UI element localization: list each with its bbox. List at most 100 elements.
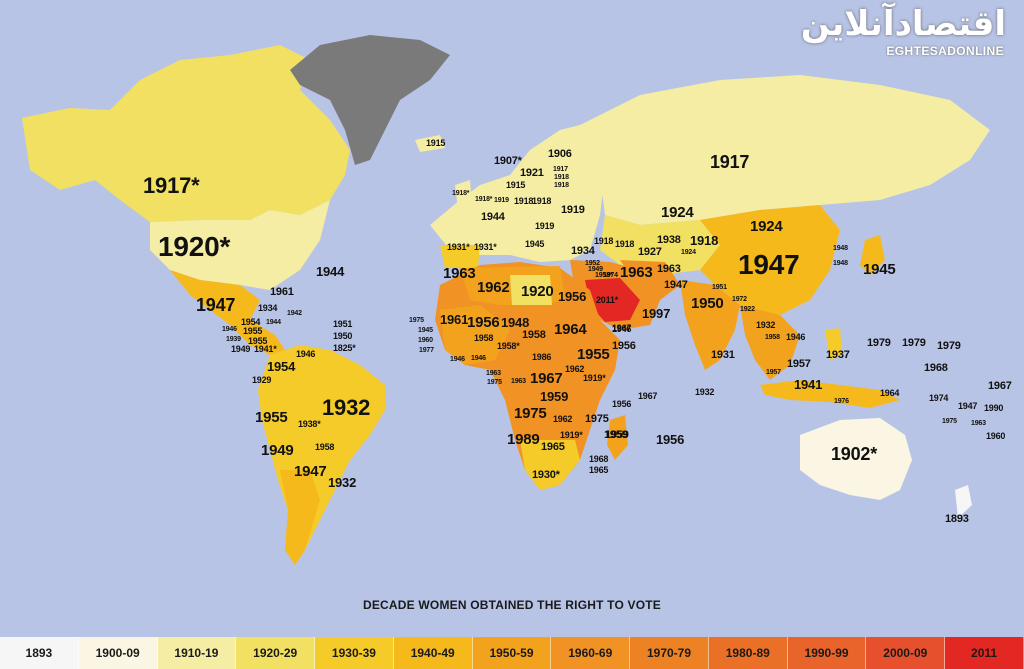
region-uk xyxy=(455,180,472,210)
legend-item: 1900-09 xyxy=(78,637,158,669)
year-label-netherlands: 1919 xyxy=(494,197,509,204)
year-label-yemen: 1967 xyxy=(612,323,632,333)
region-se-asia xyxy=(740,305,800,380)
year-label-ecuador: 1929 xyxy=(252,375,272,385)
year-label-zambia: 1962 xyxy=(553,414,573,424)
year-label-micronesia: 1979 xyxy=(867,337,891,349)
year-label-russia: 1917 xyxy=(710,152,750,172)
year-label-congo: 1975 xyxy=(487,379,502,386)
year-label-niger: 1948 xyxy=(501,315,530,330)
map-shapes xyxy=(22,35,990,565)
year-label-pakistan: 1947 xyxy=(664,279,688,291)
year-label-lebanon: 1952 xyxy=(585,260,600,267)
year-label-nepal: 1951 xyxy=(712,284,727,291)
year-label-paraguay: 1958 xyxy=(315,442,335,452)
year-label-tuvalu: 1967 xyxy=(988,380,1012,392)
region-japan xyxy=(860,235,885,275)
year-label-el-salvador: 1939 xyxy=(226,336,241,343)
region-new-zealand xyxy=(955,485,972,518)
year-label-png: 1964 xyxy=(880,388,900,398)
world-map: 1917* 1920* 1947 1944 1961 1915 1934 1944 1942 19… xyxy=(22,4,1024,612)
year-label-nicaragua: 1955 xyxy=(248,336,268,346)
legend-item: 2011 xyxy=(945,637,1024,669)
year-label-ireland: 1918* xyxy=(452,190,470,197)
year-label-bermuda: 1944 xyxy=(316,264,345,279)
year-label-tanzania: 1959 xyxy=(540,389,569,404)
region-madagascar xyxy=(607,415,628,460)
region-indonesia xyxy=(760,380,900,408)
year-label-argentina: 1947 xyxy=(294,463,327,480)
year-label-caribbean-1: 1951 xyxy=(333,319,353,329)
year-label-mali: 1956 xyxy=(467,314,500,331)
year-label-baltic-2: 1918 xyxy=(554,174,569,181)
year-label-jamaica: 1944 xyxy=(266,319,281,326)
year-label-sumatra: 1957 xyxy=(766,369,781,376)
year-label-samoa: 1960 xyxy=(986,431,1006,441)
year-label-new-zealand: 1893 xyxy=(945,513,969,525)
region-central-asia xyxy=(600,215,720,275)
region-central-america xyxy=(230,320,285,355)
year-label-kyrgyzstan: 1918 xyxy=(690,233,719,248)
year-label-sierra-leone: 1946 xyxy=(450,356,465,363)
watermark-logo: اقتصادآنلاین EGHTESADONLINE xyxy=(796,4,1024,76)
year-label-eq-guinea: 1963 xyxy=(511,378,526,385)
watermark-name-en: EGHTESADONLINE xyxy=(886,44,1004,58)
year-label-mozambique: 1959 xyxy=(605,429,629,441)
year-label-uk: 1918* xyxy=(475,196,493,203)
year-label-lesotho: 1965 xyxy=(589,465,609,475)
year-label-swaziland: 1968 xyxy=(589,454,609,464)
year-label-afghanistan: 1963 xyxy=(657,263,681,275)
year-label-georgia: 1918 xyxy=(594,236,614,246)
region-saudi xyxy=(585,278,640,322)
year-label-gabon: 1963 xyxy=(486,370,501,377)
year-label-oman: 1997 xyxy=(642,306,671,321)
region-iran xyxy=(620,260,680,300)
year-label-vietnam: 1946 xyxy=(786,332,806,342)
year-label-vanuatu: 1975 xyxy=(942,418,957,425)
year-label-tajikistan: 1924 xyxy=(681,249,696,256)
year-label-south-africa: 1930* xyxy=(532,469,560,481)
region-philippines xyxy=(825,328,842,360)
year-label-sri-lanka: 1931 xyxy=(711,349,735,361)
year-label-guinea-b: 1960 xyxy=(418,337,433,344)
year-label-thailand: 1932 xyxy=(756,320,776,330)
year-label-belize: 1954 xyxy=(241,317,261,327)
year-label-kazakhstan: 1924 xyxy=(661,204,694,221)
year-label-car: 1986 xyxy=(532,352,552,362)
year-label-honduras: 1955 xyxy=(243,326,263,336)
region-canada xyxy=(22,45,350,222)
year-label-madagascar: 1959 xyxy=(604,429,628,441)
year-label-burkina: 1958 xyxy=(474,333,494,343)
region-west-africa xyxy=(440,305,510,365)
year-label-indonesia: 1941 xyxy=(794,377,823,392)
year-label-korea-2: 1948 xyxy=(833,260,848,267)
year-label-uzbekistan: 1938 xyxy=(657,234,681,246)
year-label-ethiopia: 1956 xyxy=(612,340,636,352)
region-china xyxy=(700,205,840,315)
year-label-botswana: 1965 xyxy=(541,441,565,453)
year-label-india: 1950 xyxy=(691,295,724,312)
year-label-comoros: 1956 xyxy=(612,399,632,409)
legend-item: 1960-69 xyxy=(551,637,631,669)
year-label-belarus: 1919 xyxy=(561,204,585,216)
year-label-mauritius: 1956 xyxy=(656,432,685,447)
year-label-uganda: 1962 xyxy=(565,364,585,374)
year-label-algeria: 1962 xyxy=(477,279,510,296)
year-label-denmark: 1915 xyxy=(506,180,526,190)
region-iceland xyxy=(415,135,445,152)
year-label-malaysia: 1957 xyxy=(787,358,811,370)
year-label-angola: 1975 xyxy=(514,405,547,422)
year-label-chile: 1949 xyxy=(261,442,294,459)
year-label-cuba: 1961 xyxy=(270,286,294,298)
year-label-france: 1944 xyxy=(481,211,505,223)
year-label-timor: 1976 xyxy=(834,398,849,405)
legend-item: 1970-79 xyxy=(630,637,709,669)
year-label-baltic-3: 1918 xyxy=(554,182,569,189)
year-label-colombia: 1954 xyxy=(267,359,296,374)
year-label-solomon: 1974 xyxy=(929,393,949,403)
year-label-mongolia: 1924 xyxy=(750,218,783,235)
year-label-italy: 1945 xyxy=(525,239,545,249)
year-label-mexico: 1947 xyxy=(196,295,236,315)
year-label-fiji-2: 1990 xyxy=(984,403,1004,413)
year-label-panama: 1941* xyxy=(254,344,277,354)
